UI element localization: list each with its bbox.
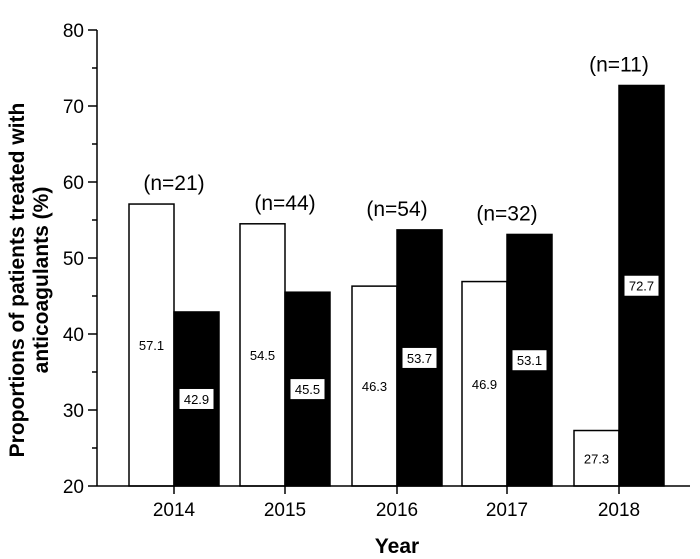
y-axis-title-line-2: anticoagulants (%) — [30, 187, 53, 374]
y-tick-label: 30 — [63, 401, 84, 422]
y-axis-title-line-1: Proportions of patients treated with — [6, 103, 29, 458]
n-label-2018: (n=11) — [589, 53, 649, 76]
value-label-black-2014: 42.9 — [184, 392, 209, 407]
y-tick-label: 80 — [63, 21, 84, 42]
y-tick-label: 70 — [63, 97, 84, 118]
value-label-white-2016: 46.3 — [362, 379, 387, 394]
value-label-black-2015: 45.5 — [295, 382, 320, 397]
x-axis-ticks: 2014 2015 2016 2017 2018 — [153, 486, 640, 521]
y-axis-title: Proportions of patients treated with ant… — [6, 103, 53, 458]
value-label-black-2016: 53.7 — [407, 351, 432, 366]
value-label-white-2018: 27.3 — [584, 451, 609, 466]
value-label-box — [290, 379, 325, 400]
y-tick-label: 40 — [63, 325, 84, 346]
x-tick-label-2018: 2018 — [598, 500, 640, 521]
value-label-box — [512, 350, 547, 371]
bars — [128, 84, 665, 487]
value-label-black-2018: 72.7 — [629, 279, 654, 294]
bar-white-2018 — [573, 429, 620, 487]
value-label-black-2017: 53.1 — [517, 353, 542, 368]
bar-white-2017 — [461, 280, 508, 487]
x-tick-label-2016: 2016 — [376, 500, 418, 521]
value-label-box — [402, 347, 437, 368]
sample-size-labels: (n=21) (n=44) (n=54) (n=32) (n=11) — [143, 53, 649, 225]
y-axis-ticks: 20 30 40 50 60 70 80 — [63, 21, 97, 498]
value-label-white-2017: 46.9 — [472, 377, 497, 392]
n-label-2016: (n=54) — [366, 198, 427, 221]
y-tick-label: 50 — [63, 249, 84, 270]
value-label-white-2014: 57.1 — [139, 338, 164, 353]
value-label-white-2015: 54.5 — [250, 348, 275, 363]
bar-white-2016 — [351, 285, 398, 487]
x-tick-label-2014: 2014 — [153, 500, 196, 521]
value-label-box — [179, 388, 214, 409]
bar-white-2015 — [239, 223, 286, 487]
n-label-2014: (n=21) — [143, 172, 204, 195]
value-label-box — [624, 275, 659, 296]
x-tick-label-2017: 2017 — [486, 500, 528, 521]
y-tick-label: 20 — [63, 477, 84, 498]
n-label-2015: (n=44) — [254, 192, 315, 215]
n-label-2017: (n=32) — [476, 202, 537, 225]
x-tick-label-2015: 2015 — [264, 500, 306, 521]
value-labels: 57.1 42.9 54.5 45.5 46.3 53.7 46.9 53.1 27.3 72.7 — [139, 275, 659, 466]
x-axis-title: Year — [375, 535, 419, 558]
y-tick-label: 60 — [63, 173, 84, 194]
